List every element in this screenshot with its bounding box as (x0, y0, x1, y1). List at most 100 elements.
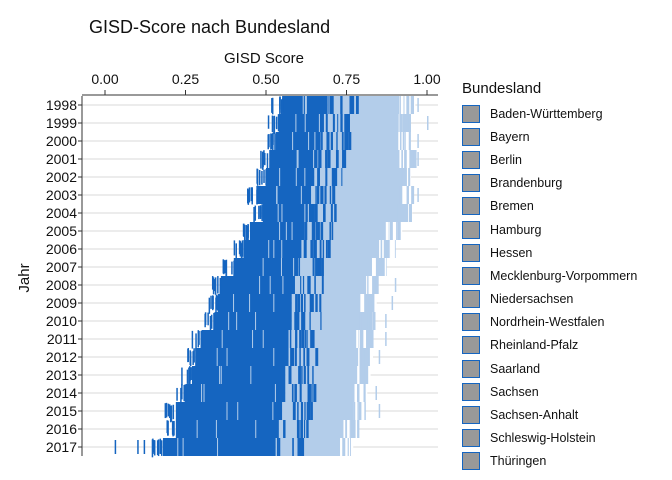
dark-stripe (308, 402, 311, 420)
dark-stripe (320, 312, 322, 330)
legend-key (462, 429, 480, 448)
legend-item: Bremen (462, 195, 667, 218)
dark-stripe (243, 224, 246, 241)
legend: Bundesland Baden-Württemberg Bayern Berlin… (462, 80, 667, 473)
dark-stripe (307, 276, 310, 294)
edge-stripe (388, 222, 390, 240)
dark-stripe (262, 204, 265, 221)
edge-stripe (365, 384, 368, 402)
edge-stripe (353, 402, 355, 420)
dark-stripe (294, 402, 296, 420)
dark-stripe (332, 186, 335, 204)
dark-stripe (308, 384, 311, 402)
legend-key (462, 359, 480, 378)
year-row-2003 (247, 186, 419, 205)
dark-stripe (256, 169, 259, 186)
dark-stripe (298, 366, 301, 384)
edge-stripe (372, 312, 375, 330)
dark-stripe (312, 366, 314, 384)
dark-stripe (308, 276, 311, 294)
outlier-mark (385, 314, 387, 328)
edge-stripe (411, 186, 413, 204)
y-tick-label-2010: 2010 (46, 313, 77, 329)
y-tick-label-1998: 1998 (46, 97, 77, 113)
edge-stripe (364, 330, 367, 348)
dark-range-2014 (185, 384, 286, 402)
dark-stripe (301, 312, 304, 330)
edge-stripe (413, 150, 417, 168)
light-stripe (262, 330, 264, 348)
dark-stripe (295, 294, 298, 312)
edge-stripe (406, 132, 409, 150)
light-stripe (220, 366, 222, 384)
edge-stripe (355, 402, 358, 420)
dark-stripe (345, 114, 348, 132)
dark-stripe (304, 294, 306, 312)
dark-stripe (264, 152, 266, 166)
y-tick-label-2007: 2007 (46, 259, 77, 275)
dark-stripe (212, 277, 215, 295)
dark-stripe (181, 367, 183, 386)
dark-range-2003 (256, 186, 312, 204)
dark-stripe (300, 420, 303, 438)
dark-stripe (319, 240, 322, 258)
legend-item: Nordrhein-Westfalen (462, 311, 667, 334)
legend-label: Sachsen-Anhalt (490, 408, 579, 423)
light-stripe (269, 276, 271, 294)
dark-stripe (280, 99, 283, 115)
dark-stripe (327, 150, 331, 168)
dark-stripe (271, 98, 273, 113)
edge-stripe (363, 402, 366, 420)
dark-stripe (190, 367, 192, 380)
edge-stripe (403, 186, 407, 204)
light-stripe (297, 150, 299, 168)
edge-stripe (408, 204, 412, 222)
outlier-mark (378, 350, 381, 364)
dark-stripe (306, 330, 308, 348)
dark-stripe (314, 384, 316, 402)
edge-stripe (392, 222, 396, 240)
dark-stripe (274, 133, 276, 151)
light-stripe (308, 132, 310, 150)
light-stripe (282, 276, 284, 294)
y-tick-label-2000: 2000 (46, 133, 77, 149)
outlier-mark (143, 440, 146, 454)
edge-stripe (408, 150, 410, 168)
dark-stripe (259, 206, 262, 219)
legend-items: Baden-Württemberg Bayern Berlin Brandenburg… (462, 102, 667, 473)
outlier-mark (159, 440, 162, 454)
legend-item: Brandenburg (462, 172, 667, 195)
edge-stripe (397, 222, 399, 240)
light-stripe (252, 330, 254, 348)
edge-stripe (398, 222, 401, 240)
light-stripe (277, 204, 279, 222)
legend-item: Bayern (462, 125, 667, 148)
dark-range-2005 (249, 222, 305, 240)
edge-stripe (347, 438, 349, 456)
dark-stripe (304, 222, 308, 240)
light-stripe (250, 366, 252, 384)
dark-stripe (319, 294, 322, 312)
dark-range-2011 (201, 330, 289, 348)
dark-stripe (315, 258, 319, 276)
legend-item: Saarland (462, 357, 667, 380)
edge-stripe (367, 276, 369, 294)
legend-label: Schleswig-Holstein (490, 431, 596, 446)
dark-stripe (294, 384, 297, 402)
edge-stripe (379, 240, 381, 258)
dark-stripe (247, 188, 249, 204)
edge-stripe (367, 312, 370, 330)
x-tick-label-0.75: 0.75 (333, 71, 360, 87)
edge-stripe (356, 330, 359, 348)
legend-item: Niedersachsen (462, 288, 667, 311)
year-row-2011 (191, 330, 387, 352)
light-stripe (305, 96, 307, 114)
dark-stripe (258, 169, 261, 184)
edge-stripe (362, 366, 365, 384)
edge-stripe (391, 240, 395, 258)
y-tick-label-2008: 2008 (46, 277, 77, 293)
edge-stripe (410, 150, 414, 168)
year-row-2008 (211, 276, 397, 297)
edge-stripe (369, 294, 372, 312)
dark-stripe (213, 315, 216, 328)
